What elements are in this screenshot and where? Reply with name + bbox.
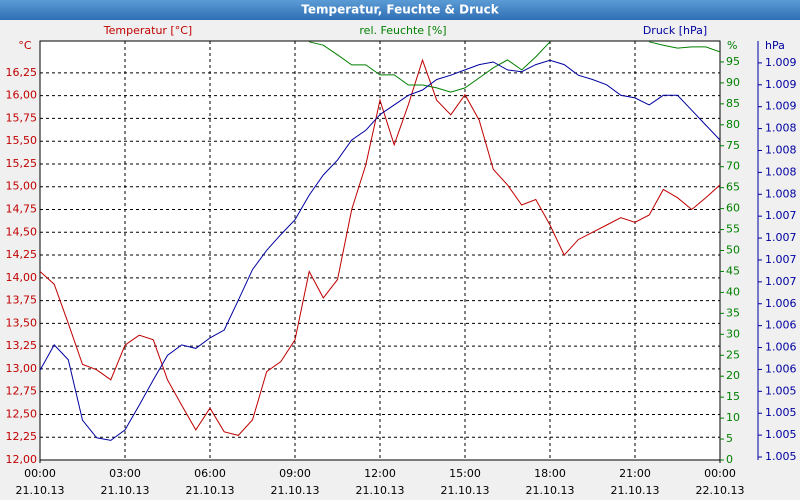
x-tick-label: 21:00 xyxy=(619,467,651,480)
legend-label: Temperatur [°C] xyxy=(103,24,192,37)
y-tick-label: 14,25 xyxy=(6,248,38,261)
y-tick-label: 12,50 xyxy=(6,407,38,420)
y3-tick-label: 1.009 xyxy=(765,56,797,69)
y2-tick-label: 25 xyxy=(726,348,740,361)
y2-tick-label: 30 xyxy=(726,327,740,340)
data-line xyxy=(40,58,720,436)
y3-tick-label: 1.007 xyxy=(765,231,797,244)
y3-tick-label: 1.006 xyxy=(765,297,797,310)
y3-tick-label: 1.006 xyxy=(765,362,797,375)
y2-tick-label: 40 xyxy=(726,285,740,298)
y3-tick-label: 1.007 xyxy=(765,275,797,288)
y-tick-label: 13,50 xyxy=(6,316,38,329)
x-tick-date: 21.10.13 xyxy=(611,484,660,497)
x-tick-label: 15:00 xyxy=(449,467,481,480)
y3-tick-label: 1.005 xyxy=(765,450,797,463)
y2-axis-unit: % xyxy=(727,39,737,52)
y-tick-label: 15,75 xyxy=(6,111,38,124)
y-tick-label: 16,25 xyxy=(6,66,38,79)
y2-tick-label: 90 xyxy=(726,76,740,89)
y-tick-label: 14,75 xyxy=(6,203,38,216)
x-tick-label: 00:00 xyxy=(24,467,56,480)
y3-tick-label: 1.007 xyxy=(765,253,797,266)
y3-tick-label: 1.006 xyxy=(765,341,797,354)
y3-axis-unit: hPa xyxy=(765,39,785,52)
y3-tick-label: 1.005 xyxy=(765,384,797,397)
y2-tick-label: 20 xyxy=(726,369,740,382)
y2-tick-label: 0 xyxy=(726,453,733,466)
y-tick-label: 13,75 xyxy=(6,294,38,307)
legend-label: rel. Feuchte [%] xyxy=(359,24,446,37)
y2-tick-label: 15 xyxy=(726,390,740,403)
y2-tick-label: 80 xyxy=(726,118,740,131)
x-tick-date: 21.10.13 xyxy=(441,484,490,497)
y-tick-label: 14,50 xyxy=(6,225,38,238)
y2-tick-label: 55 xyxy=(726,223,740,236)
x-tick-date: 21.10.13 xyxy=(271,484,320,497)
x-tick-date: 21.10.13 xyxy=(526,484,575,497)
x-tick-label: 18:00 xyxy=(534,467,566,480)
y2-tick-label: 65 xyxy=(726,181,740,194)
y2-tick-label: 60 xyxy=(726,202,740,215)
x-tick-label: 03:00 xyxy=(109,467,141,480)
y-tick-label: 13,25 xyxy=(6,339,38,352)
y-tick-label: 13,00 xyxy=(6,362,38,375)
y-tick-label: 15,50 xyxy=(6,134,38,147)
y3-tick-label: 1.005 xyxy=(765,428,797,441)
y2-tick-label: 5 xyxy=(726,432,733,445)
y3-tick-label: 1.008 xyxy=(765,122,797,135)
x-tick-date: 21.10.13 xyxy=(186,484,235,497)
y2-tick-label: 50 xyxy=(726,244,740,257)
data-line xyxy=(40,59,720,441)
x-tick-label: 09:00 xyxy=(279,467,311,480)
y-axis-unit: °C xyxy=(18,39,32,52)
series-group xyxy=(40,41,720,441)
y3-tick-label: 1.008 xyxy=(765,165,797,178)
y-tick-label: 12,00 xyxy=(6,453,38,466)
y-tick-label: 15,25 xyxy=(6,157,38,170)
y3-tick-label: 1.009 xyxy=(765,100,797,113)
y-tick-label: 14,00 xyxy=(6,271,38,284)
x-tick-date: 21.10.13 xyxy=(101,484,150,497)
data-line xyxy=(309,41,720,93)
x-tick-label: 12:00 xyxy=(364,467,396,480)
y2-tick-label: 35 xyxy=(726,306,740,319)
y3-tick-label: 1.007 xyxy=(765,209,797,222)
y2-tick-label: 95 xyxy=(726,55,740,68)
y3-tick-label: 1.008 xyxy=(765,143,797,156)
chart-title: Temperatur, Feuchte & Druck xyxy=(301,3,499,17)
title-bar xyxy=(0,0,800,20)
y2-tick-label: 10 xyxy=(726,411,740,424)
x-tick-label: 00:00 xyxy=(704,467,736,480)
x-tick-date: 21.10.13 xyxy=(16,484,65,497)
y-tick-label: 12,25 xyxy=(6,430,38,443)
y-tick-label: 16,00 xyxy=(6,89,38,102)
y3-tick-label: 1.006 xyxy=(765,319,797,332)
y2-tick-label: 70 xyxy=(726,160,740,173)
y2-tick-label: 45 xyxy=(726,264,740,277)
y-tick-label: 15,00 xyxy=(6,180,38,193)
y3-tick-label: 1.009 xyxy=(765,78,797,91)
y3-tick-label: 1.008 xyxy=(765,187,797,200)
x-tick-date: 21.10.13 xyxy=(356,484,405,497)
y2-tick-label: 85 xyxy=(726,97,740,110)
legend-label: Druck [hPa] xyxy=(643,24,707,37)
y2-tick-label: 75 xyxy=(726,139,740,152)
y3-tick-label: 1.005 xyxy=(765,406,797,419)
y-tick-label: 12,75 xyxy=(6,385,38,398)
x-tick-label: 06:00 xyxy=(194,467,226,480)
x-tick-date: 22.10.13 xyxy=(696,484,745,497)
